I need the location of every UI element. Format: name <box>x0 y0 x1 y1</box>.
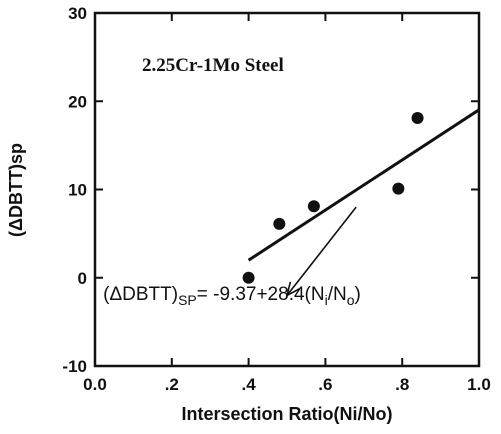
x-tick-label: .6 <box>318 375 332 394</box>
chart-title: 2.25Cr-1Mo Steel <box>142 55 284 76</box>
data-point <box>411 112 424 125</box>
equation-part-lhs: (ΔDBTT) <box>103 284 178 305</box>
x-axis-label: Intersection Ratio(Ni/No) <box>181 404 392 424</box>
y-tick-label: 30 <box>68 4 87 23</box>
x-tick-label: .2 <box>165 375 179 394</box>
axis-tick-labels: 0.0 .2 .4 .6 .8 1.0 -10 0 10 20 30 <box>62 4 490 394</box>
data-point <box>307 200 320 213</box>
y-tick-label: 20 <box>68 92 87 111</box>
equation-part-sp-subscript: SP <box>178 292 197 308</box>
fit-line <box>247 108 480 262</box>
equation-part-rhs: = -9.37+28.4(N <box>197 284 325 305</box>
equation-part-close: ) <box>355 284 361 305</box>
x-tick-label: 1.0 <box>467 375 491 394</box>
y-tick-label: 0 <box>78 269 87 288</box>
data-point <box>392 182 405 195</box>
y-tick-label: 10 <box>68 181 87 200</box>
x-tick-label: 0.0 <box>83 375 107 394</box>
y-tick-label: -10 <box>62 357 87 376</box>
axis-ticks <box>94 12 480 367</box>
annotation-arrow-group <box>285 206 357 297</box>
data-point <box>242 271 255 284</box>
y-axis-label: (ΔDBTT)sp <box>6 143 26 237</box>
x-tick-label: .8 <box>395 375 409 394</box>
equation-part-o-subscript: o <box>347 292 355 308</box>
equation-part-i-subscript: i <box>325 292 328 308</box>
x-tick-label: .4 <box>242 375 257 394</box>
fit-line-group <box>247 108 480 262</box>
equation-annotation: (ΔDBTT)SP= -9.37+28.4(Ni/No) <box>103 284 361 308</box>
annotation-arrow <box>286 206 357 296</box>
annotation-arrowhead <box>285 281 300 297</box>
equation-part-slash-n: /N <box>328 284 347 305</box>
data-points <box>242 112 424 284</box>
data-point <box>273 217 286 230</box>
